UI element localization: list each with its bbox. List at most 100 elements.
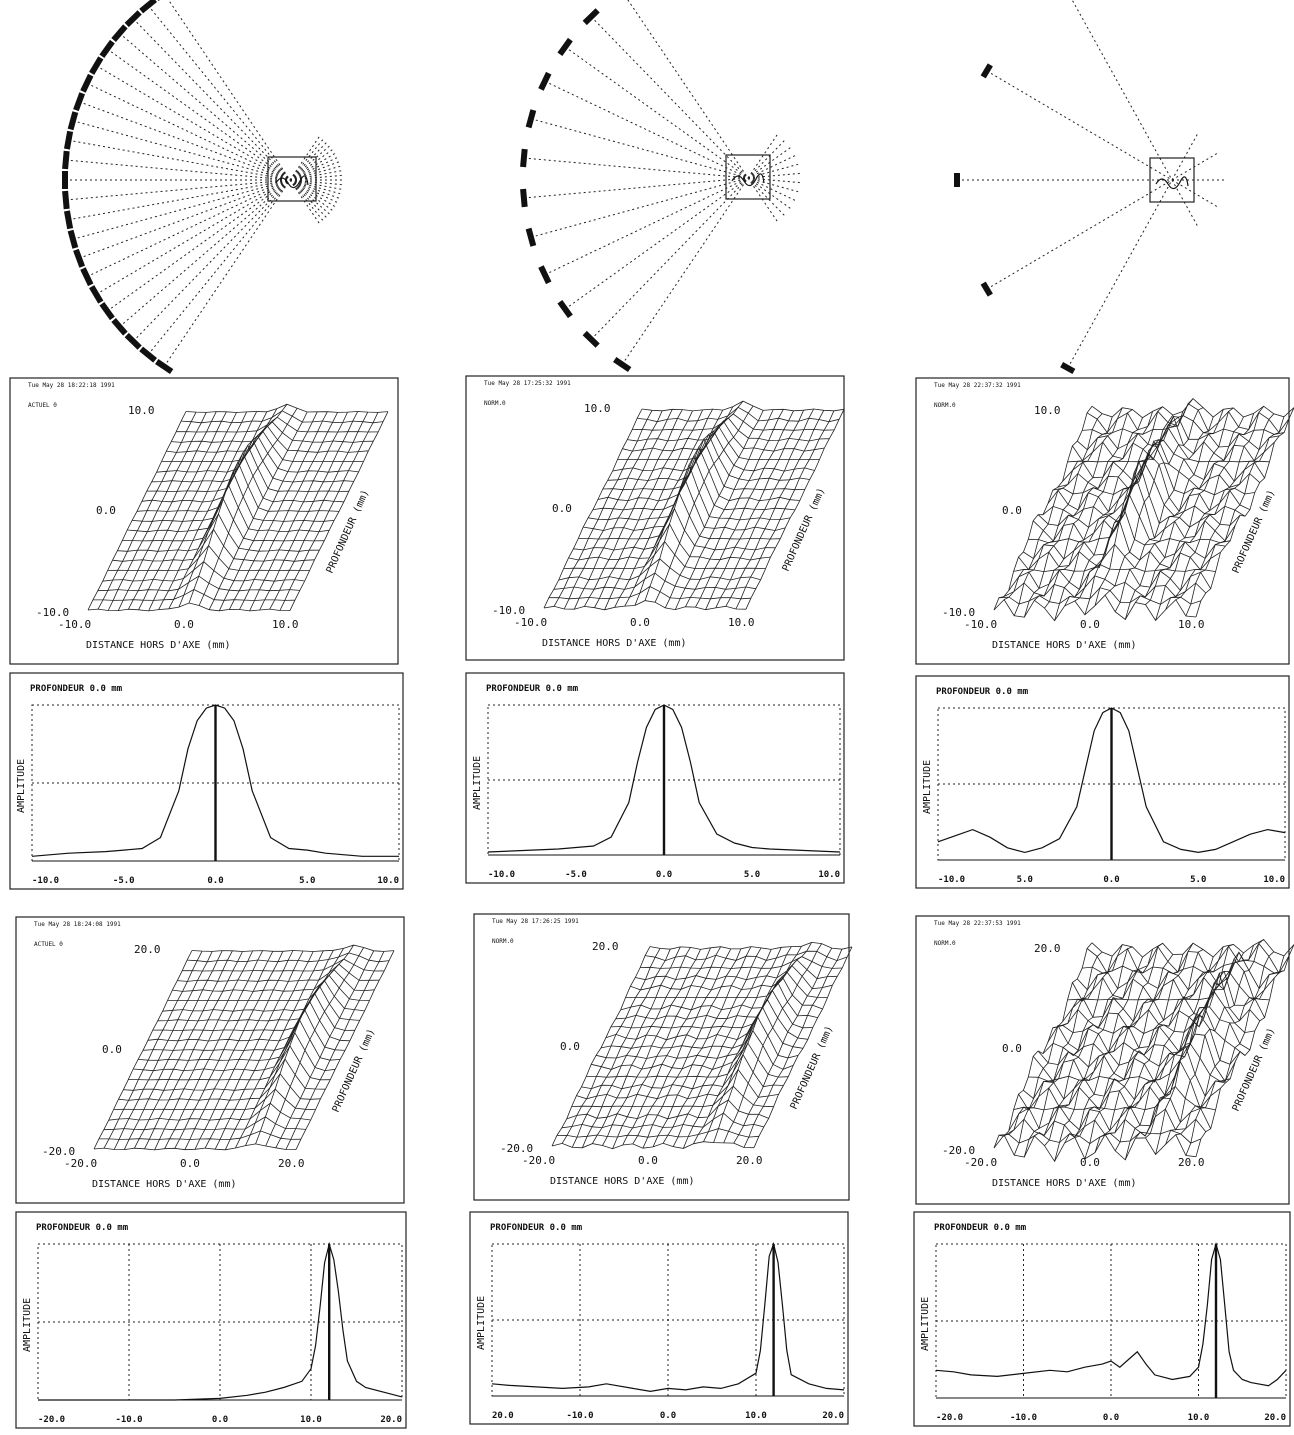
x-tick-label: -20.0 [936,1413,963,1423]
transducer-element [99,302,115,321]
mesh-line [695,410,794,608]
mesh-line [600,1006,804,1049]
mesh-line [1044,417,1143,609]
mesh-line [172,969,375,992]
y-axis-title: AMPLITUDE [920,1297,931,1351]
mesh-line [1072,958,1275,1003]
focal-region-box [725,154,771,200]
mesh-line [245,948,344,1146]
mesh-line [1047,1006,1251,1054]
mesh-line [637,406,840,423]
surface-tag: NORM.0 [484,400,506,407]
mesh-line [208,411,308,610]
mesh-line [285,951,385,1150]
x-axis-max-label: 20.0 [1178,1156,1205,1169]
y-axis-mid-label: 0.0 [102,1043,122,1056]
mesh-line [1185,416,1285,617]
transducer-element [538,265,552,285]
mesh-line [1062,970,1265,1023]
mesh-line [715,408,815,609]
beam-ray [147,5,326,224]
mesh-line [630,965,833,991]
x-tick-label: 5.0 [1017,875,1033,885]
y-axis-title: AMPLITUDE [472,756,483,810]
mesh-line [117,513,320,552]
mesh-line [259,411,359,611]
mesh-line [1195,407,1294,618]
x-tick-label: 10.0 [1263,875,1285,885]
mesh-line [561,1112,764,1129]
transducer-element [62,190,70,210]
mesh-line [265,947,365,1147]
beam-ray [68,139,345,191]
y-axis-title: PROFONDEUR (mm) [331,1027,378,1114]
mesh-line [102,561,305,582]
mesh-line [725,410,825,607]
transducer-element [63,210,74,230]
x-axis-mid-label: 0.0 [180,1157,200,1170]
surface-plot: Tue May 28 22:37:32 1991 NORM.0 -10.0 10.0 0… [915,377,1294,665]
beam-ray [119,143,333,328]
mesh-line [592,947,691,1144]
mesh-line [176,416,379,433]
beam-ray [986,70,1220,209]
x-axis-title: DISTANCE HORS D'AXE (mm) [92,1179,237,1190]
mesh-line [1114,416,1214,612]
beam-ray [590,138,787,340]
mesh-line [275,950,375,1148]
mesh-line [166,425,369,453]
focal-spot [731,173,765,187]
x-axis-min-label: -20.0 [522,1154,555,1167]
mesh-line [269,411,369,610]
array-diagram [62,0,345,375]
transducer-element [80,267,94,287]
surface-frame [465,375,845,661]
timestamp: Tue May 28 17:26:25 1991 [492,918,579,925]
mesh-line [733,947,833,1144]
surface-tag: NORM.0 [934,940,956,947]
transducer-element [89,285,104,304]
beam-ray [132,140,329,342]
mesh-line [753,946,853,1148]
y-axis-max-label: 10.0 [128,404,155,417]
timestamp: Tue May 28 22:37:53 1991 [934,920,1021,927]
transducer-element [63,130,74,150]
x-tick-label: -5.0 [565,870,587,880]
mesh-line [1057,972,1260,1030]
x-axis-min-label: -10.0 [964,618,997,631]
mesh-line [152,992,355,1031]
chart-frame [915,675,1290,889]
beam-ray [564,46,793,211]
x-axis-min-label: -20.0 [964,1156,997,1169]
mesh-line [1175,413,1275,601]
mesh-line [1044,956,1143,1146]
mesh-line [1067,971,1270,1001]
beam-ray [119,32,333,217]
mesh-line [167,974,370,1001]
mesh-line [605,999,808,1041]
transducer-element [124,10,142,28]
transducer-element [525,227,537,247]
y-axis-min-label: -10.0 [492,604,525,617]
transducer-element [980,281,993,297]
mesh-line [1018,1060,1221,1111]
mesh-line [1145,952,1244,1139]
y-axis-min-label: -10.0 [942,606,975,619]
mesh-line [142,1008,346,1051]
mesh-line [1052,991,1255,1034]
surface-plot: Tue May 28 18:24:08 1991 ACTUEL 0 -20.0 20.… [15,916,405,1204]
y-axis-mid-label: 0.0 [1002,504,1022,517]
x-tick-label: -10.0 [1010,1413,1037,1423]
beam-ray [163,134,322,367]
transducer-element [525,109,537,129]
chart-frame [15,1211,407,1429]
y-axis-min-label: -20.0 [42,1145,75,1158]
x-axis-min-label: -10.0 [58,618,91,631]
surface-frame [473,913,850,1201]
x-tick-label: 20.0 [1264,1413,1286,1423]
amplitude-curve [491,1241,845,1393]
x-axis-mid-label: 0.0 [630,616,650,629]
mesh-line [1175,951,1275,1136]
y-axis-max-label: 10.0 [1034,404,1061,417]
